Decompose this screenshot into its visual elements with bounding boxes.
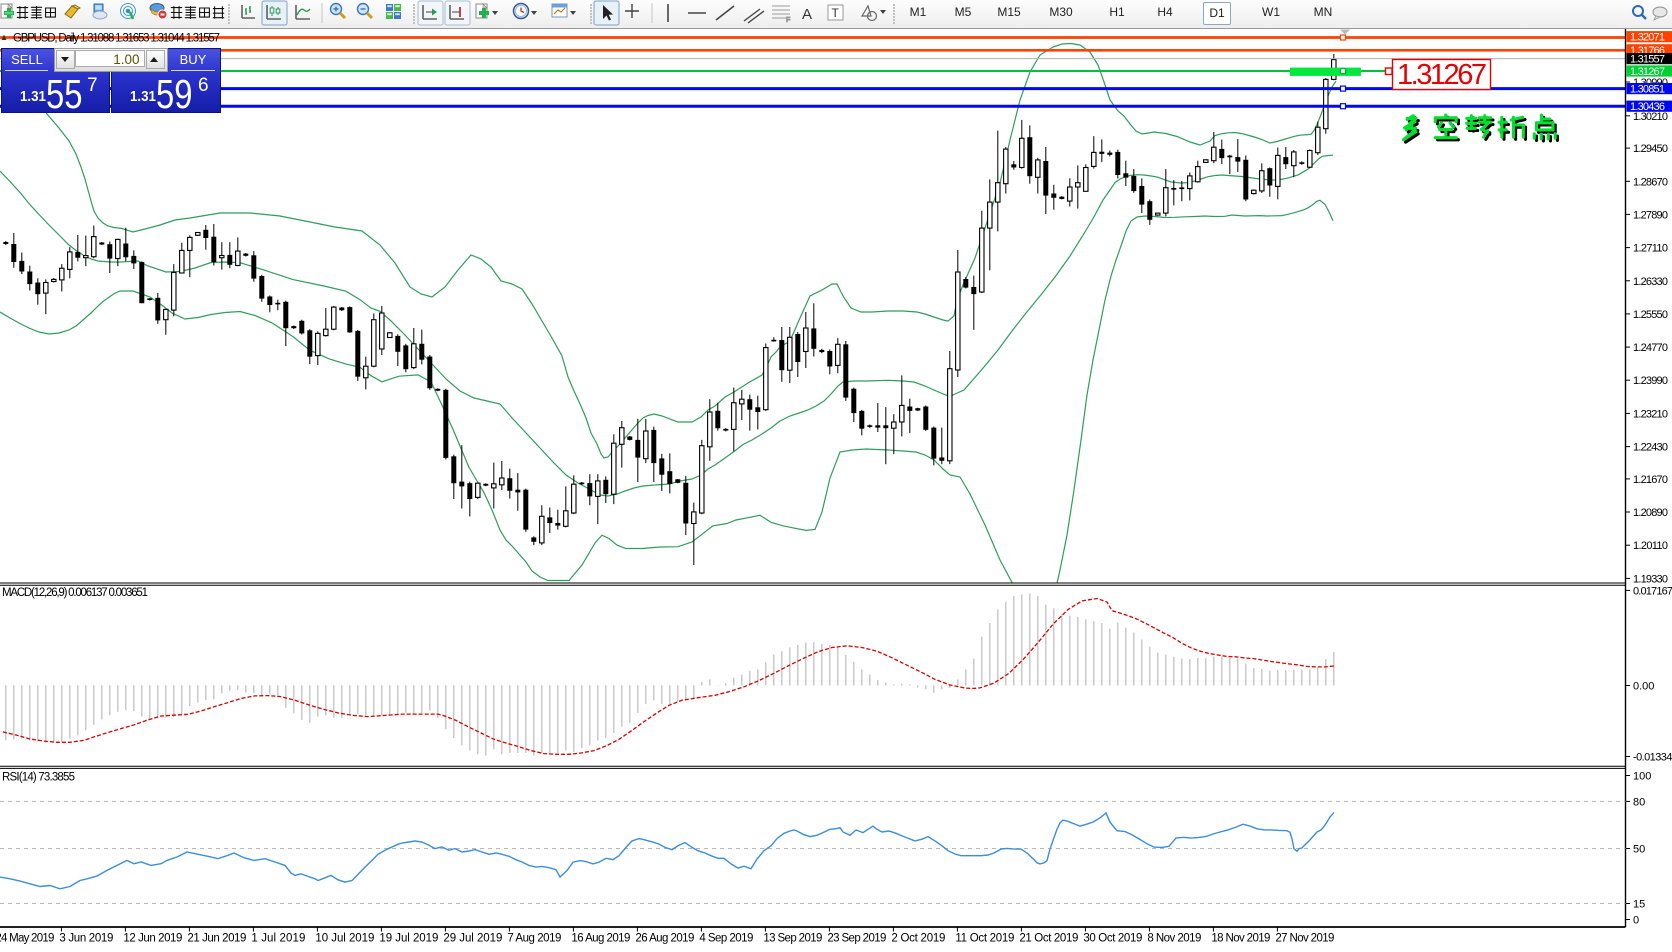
svg-text:1.27890: 1.27890 [1633, 209, 1668, 221]
svg-text:12 Jun 2019: 12 Jun 2019 [123, 933, 182, 945]
svg-text:50: 50 [1633, 844, 1645, 856]
svg-text:1 Jul 2019: 1 Jul 2019 [251, 933, 305, 945]
svg-text:21 Jun 2019: 21 Jun 2019 [187, 933, 246, 945]
svg-text:0: 0 [1633, 915, 1639, 927]
svg-text:11 Oct 2019: 11 Oct 2019 [955, 933, 1014, 945]
svg-text:30 Oct 2019: 30 Oct 2019 [1083, 933, 1142, 945]
svg-text:GBPUSD, Daily 1.31088 1.31653: GBPUSD, Daily 1.31088 1.31653 1.31044 1.… [13, 33, 220, 45]
svg-text:1.21670: 1.21670 [1633, 474, 1668, 486]
svg-text:80: 80 [1633, 796, 1645, 808]
svg-text:4 Sep 2019: 4 Sep 2019 [699, 933, 753, 945]
svg-text:-0.013348: -0.013348 [1633, 752, 1672, 764]
svg-text:10 Jul 2019: 10 Jul 2019 [315, 933, 374, 945]
svg-text:18 Nov 2019: 18 Nov 2019 [1211, 933, 1270, 945]
svg-text:F: F [786, 17, 790, 24]
svg-text:1.31267: 1.31267 [1397, 59, 1487, 91]
svg-text:MACD(12,26,9) 0.006137 0.00365: MACD(12,26,9) 0.006137 0.003651 [2, 587, 148, 599]
svg-text:3 Jun 2019: 3 Jun 2019 [59, 933, 113, 945]
svg-text:24 May 2019: 24 May 2019 [0, 933, 54, 945]
svg-text:1.24770: 1.24770 [1633, 342, 1668, 354]
svg-text:29 Jul 2019: 29 Jul 2019 [443, 933, 502, 945]
svg-text:1.28670: 1.28670 [1633, 176, 1668, 188]
svg-text:A: A [802, 6, 812, 23]
svg-text:21 Oct 2019: 21 Oct 2019 [1019, 933, 1078, 945]
svg-text:1.31557: 1.31557 [1630, 54, 1665, 66]
svg-text:1.32071: 1.32071 [1630, 32, 1665, 44]
svg-text:1.30851: 1.30851 [1630, 84, 1665, 96]
svg-text:1.22430: 1.22430 [1633, 442, 1668, 454]
svg-text:1.31267: 1.31267 [1630, 66, 1665, 78]
svg-text:RSI(14) 73.3855: RSI(14) 73.3855 [2, 772, 75, 784]
svg-text:2 Oct 2019: 2 Oct 2019 [891, 933, 945, 945]
svg-text:23 Sep 2019: 23 Sep 2019 [827, 933, 886, 945]
svg-text:1.27110: 1.27110 [1633, 243, 1668, 255]
svg-text:16 Aug 2019: 16 Aug 2019 [571, 933, 630, 945]
svg-text:100: 100 [1633, 771, 1651, 783]
svg-text:15: 15 [1633, 899, 1645, 911]
svg-text:1.26330: 1.26330 [1633, 276, 1668, 288]
svg-text:1.23210: 1.23210 [1633, 408, 1668, 420]
svg-text:0.00: 0.00 [1633, 681, 1654, 693]
svg-text:13 Sep 2019: 13 Sep 2019 [763, 933, 822, 945]
svg-text:7 Aug 2019: 7 Aug 2019 [507, 933, 561, 945]
svg-text:27 Nov 2019: 27 Nov 2019 [1275, 933, 1334, 945]
svg-text:1.29450: 1.29450 [1633, 143, 1668, 155]
svg-text:19 Jul 2019: 19 Jul 2019 [379, 933, 438, 945]
svg-text:26 Aug 2019: 26 Aug 2019 [635, 933, 694, 945]
svg-text:1.20110: 1.20110 [1633, 540, 1668, 552]
svg-text:0.017167: 0.017167 [1633, 585, 1672, 597]
svg-text:1.30436: 1.30436 [1630, 101, 1665, 113]
svg-text:1.20890: 1.20890 [1633, 507, 1668, 519]
svg-text:1.25550: 1.25550 [1633, 309, 1668, 321]
svg-text:T: T [832, 6, 840, 20]
svg-text:1.19330: 1.19330 [1633, 573, 1668, 585]
svg-text:1.23990: 1.23990 [1633, 375, 1668, 387]
svg-text:8 Nov 2019: 8 Nov 2019 [1147, 933, 1201, 945]
